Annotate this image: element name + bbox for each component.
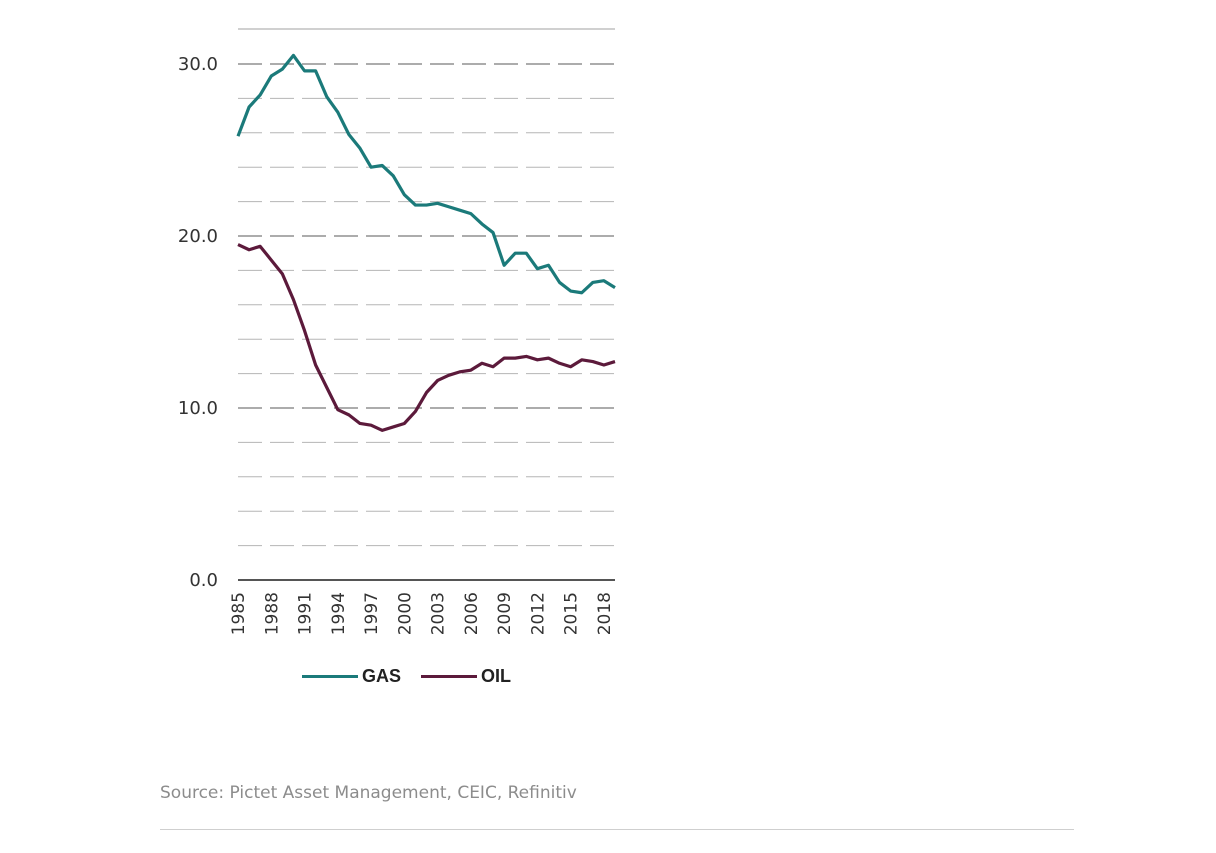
x-tick-label: 2006: [462, 592, 482, 635]
y-tick-labels: 0.0 10.0 20.0 30.0: [178, 54, 218, 591]
source-note: Source: Pictet Asset Management, CEIC, R…: [160, 783, 577, 803]
chart-legend: GAS OIL: [302, 666, 531, 687]
x-tick-label: 1991: [296, 592, 316, 635]
footer-divider: [160, 829, 1074, 830]
series-line-oil: [237, 243, 616, 432]
x-tick-label: 1994: [329, 592, 349, 635]
x-tick-label: 1985: [229, 592, 249, 635]
legend-swatch-gas: [302, 675, 358, 678]
x-tick-label: 2003: [429, 592, 449, 635]
y-tick-label: 30.0: [178, 54, 218, 75]
legend-item-oil: OIL: [421, 666, 511, 687]
legend-item-gas: GAS: [302, 666, 401, 687]
grid-lines: [238, 28, 615, 547]
x-tick-labels: 1985 1988 1991 1994 1997 2000 2003 2006 2009 2012…: [229, 592, 615, 635]
legend-swatch-oil: [421, 675, 478, 678]
legend-label-gas: GAS: [362, 666, 402, 686]
x-tick-label: 1988: [262, 592, 282, 635]
x-tick-label: 2012: [528, 592, 548, 635]
x-tick-label: 1997: [362, 592, 382, 635]
x-tick-label: 2018: [595, 592, 615, 635]
y-tick-label: 20.0: [178, 226, 218, 247]
y-tick-label: 10.0: [178, 398, 218, 419]
legend-label-oil: OIL: [481, 666, 512, 686]
series-lines: [236, 53, 616, 432]
x-tick-label: 2009: [495, 592, 515, 635]
series-line-gas: [236, 53, 616, 295]
x-tick-label: 2000: [395, 592, 415, 635]
y-tick-label: 0.0: [189, 570, 218, 591]
x-tick-label: 2015: [562, 592, 582, 635]
